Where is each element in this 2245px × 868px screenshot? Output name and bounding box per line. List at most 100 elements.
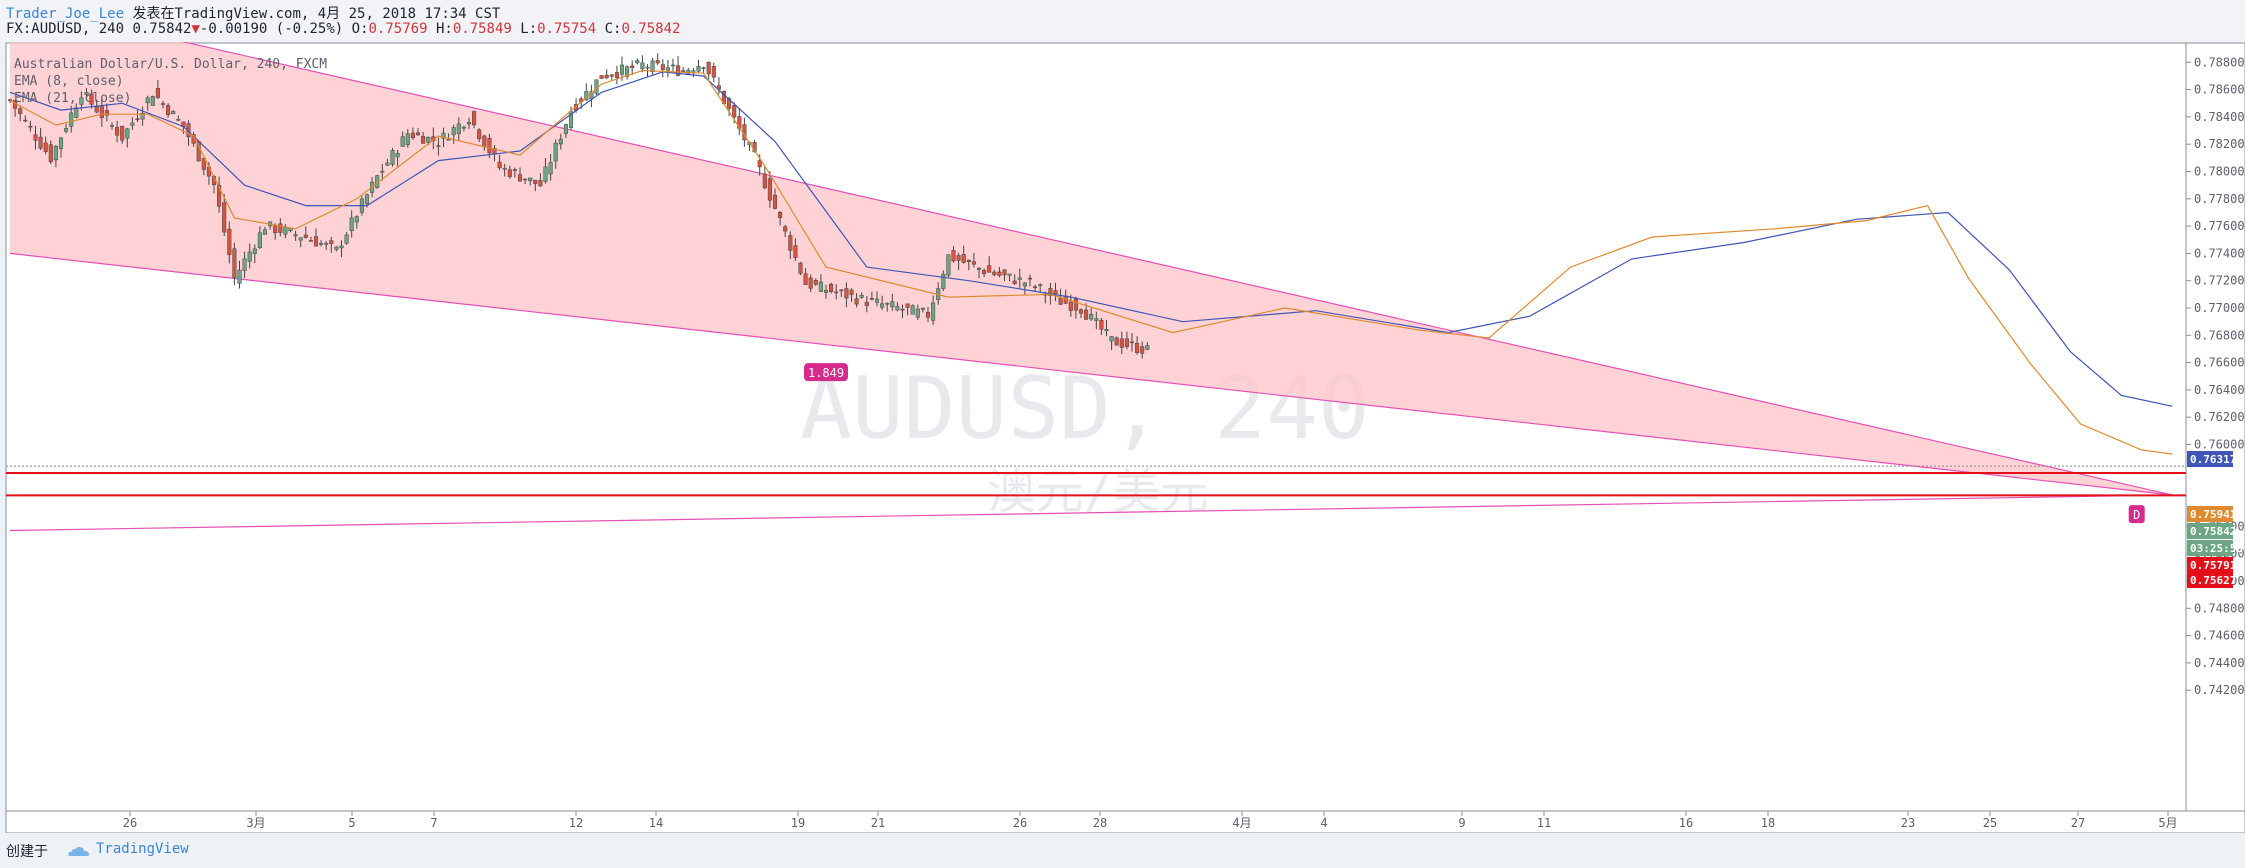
x-tick-label: 23 <box>1901 816 1915 830</box>
point-d-label: D <box>2133 508 2140 522</box>
candle-body <box>232 248 237 278</box>
candle-body <box>451 127 456 136</box>
candle-body <box>568 111 574 128</box>
price-label-box <box>2187 572 2233 588</box>
candle-body <box>732 105 737 118</box>
candle-body <box>635 60 640 64</box>
candle-body <box>140 112 145 120</box>
x-tick-label: 19 <box>791 816 805 830</box>
candle-body <box>227 228 232 256</box>
candle-body <box>1129 341 1135 344</box>
candle-body <box>145 97 150 104</box>
y-tick-label: 0.78600 <box>2194 83 2245 97</box>
moving-averages <box>9 69 2173 455</box>
candle-body <box>1114 337 1119 346</box>
candle-body <box>946 254 951 276</box>
candle-body <box>171 111 176 115</box>
candle-body <box>23 119 28 122</box>
candle-body <box>517 174 523 182</box>
candle-body <box>135 118 140 121</box>
price-label-text: 03:25:55 <box>2190 542 2243 555</box>
price-label-box <box>2187 557 2233 573</box>
candle-body <box>1017 277 1022 280</box>
candle-body <box>885 302 890 305</box>
candle-body <box>1084 309 1089 320</box>
price-axis[interactable] <box>2186 43 2245 811</box>
x-tick-label: 9 <box>1458 816 1465 830</box>
candle-body <box>905 303 910 308</box>
candle-body <box>767 178 772 201</box>
candle-body <box>1012 280 1017 285</box>
candle-body <box>619 64 625 75</box>
candle-body <box>558 138 563 145</box>
low-value: 0.75754 <box>537 21 597 37</box>
x-tick-label: 14 <box>649 816 663 830</box>
x-tick-label: 21 <box>871 816 885 830</box>
y-tick-label: 0.78400 <box>2194 110 2245 124</box>
candle-body <box>599 75 604 79</box>
ratio-badge <box>804 363 848 382</box>
candle-body <box>456 123 461 134</box>
candle-body <box>813 280 818 285</box>
candle-body <box>1140 346 1145 354</box>
legend-ema21: EMA (21, close) <box>14 91 131 106</box>
y-tick-label: 0.74600 <box>2194 629 2245 643</box>
candle-body <box>859 294 864 298</box>
candle-body <box>308 240 313 242</box>
y-tick-label: 0.76800 <box>2194 328 2245 342</box>
legend-ema8: EMA (8, close) <box>14 74 124 89</box>
candle-body <box>283 227 288 235</box>
candle-body <box>303 234 308 238</box>
candle-body <box>349 217 354 232</box>
candle-body <box>987 265 992 273</box>
ohlc-line: FX:AUDUSD, 240 0.75842▼-0.00190 (-0.25%)… <box>6 21 680 37</box>
candle-body <box>298 237 303 241</box>
candle-body <box>640 62 645 70</box>
candle-body <box>992 271 997 276</box>
candle-body <box>1145 345 1150 350</box>
candle-body <box>380 170 385 173</box>
candle-body <box>864 301 869 306</box>
x-tick-label: 26 <box>123 816 137 830</box>
candle-body <box>528 177 533 181</box>
candle-body <box>28 125 33 128</box>
candle-body <box>441 132 446 139</box>
time-axis[interactable] <box>6 811 2245 833</box>
candle-body <box>1089 313 1094 320</box>
chart-header: Trader_Joe_Lee 发表在TradingView.com, 4月 25… <box>0 0 2245 42</box>
candle-body <box>660 64 665 70</box>
y-tick-label: 0.76600 <box>2194 356 2245 370</box>
candle-body <box>966 259 971 262</box>
candle-body <box>910 305 915 315</box>
candle-body <box>915 308 920 318</box>
price-label-box <box>2187 506 2233 522</box>
candle-body <box>262 229 268 235</box>
price-label-text: 0.75627 <box>2190 574 2236 587</box>
y-tick-label: 0.78200 <box>2194 137 2245 151</box>
tradingview-link[interactable]: TradingView <box>96 841 189 857</box>
candles <box>7 53 1150 359</box>
candle-body <box>472 111 477 126</box>
horizontal-levels[interactable] <box>6 465 2186 497</box>
price-change: -0.00190 (-0.25%) <box>199 21 344 37</box>
price-chart[interactable]: 0.790000.788000.786000.784000.782000.780… <box>0 42 2245 833</box>
candle-body <box>247 251 252 262</box>
candle-body <box>1104 329 1109 331</box>
candle-body <box>278 223 283 233</box>
candle-body <box>823 290 829 293</box>
candle-body <box>512 169 517 171</box>
candle-body <box>849 289 854 295</box>
candle-body <box>772 194 778 209</box>
candle-body <box>681 70 686 72</box>
candle-body <box>548 162 553 175</box>
y-tick-label: 0.77200 <box>2194 274 2245 288</box>
x-tick-label: 4 <box>1320 816 1327 830</box>
high-label: H: <box>435 21 453 37</box>
candle-body <box>614 72 619 78</box>
price-label-box <box>2187 540 2233 556</box>
candle-body <box>94 106 99 113</box>
x-tick-label: 5 <box>348 816 355 830</box>
candle-body <box>33 134 38 141</box>
candle-body <box>155 88 160 98</box>
author-link[interactable]: Trader_Joe_Lee <box>6 6 125 22</box>
